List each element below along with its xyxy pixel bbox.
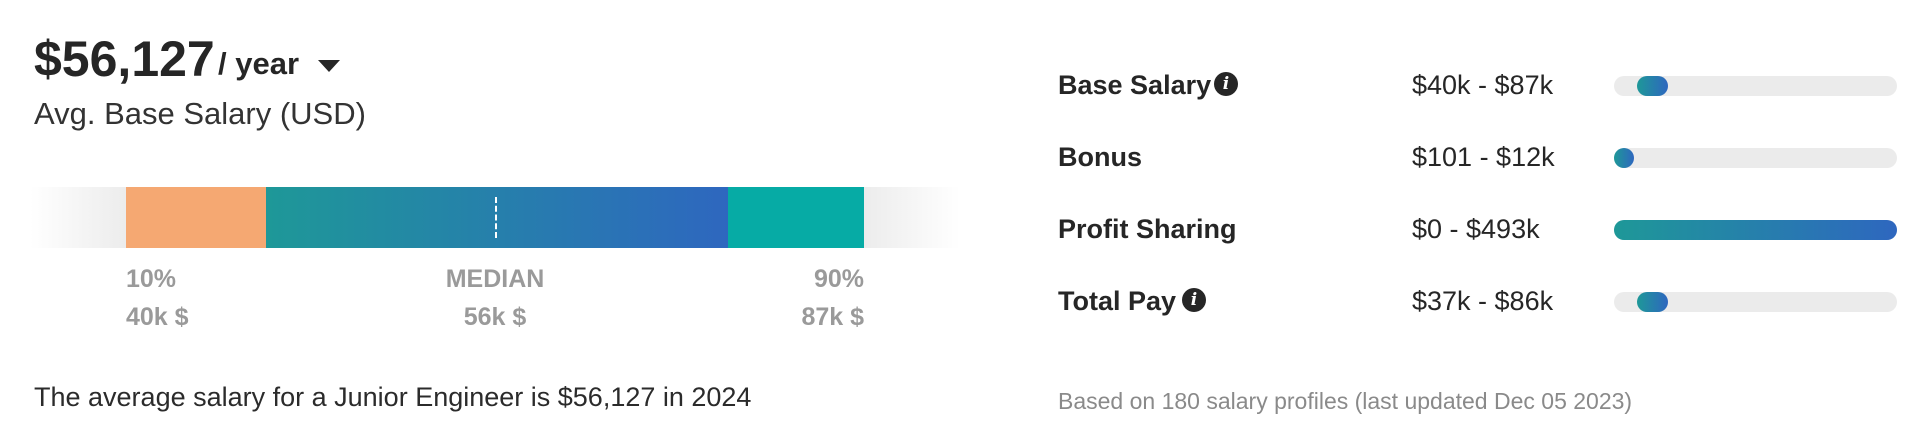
percentile-90-label: 90% bbox=[813, 265, 864, 293]
profit-sharing-range-bar bbox=[1614, 220, 1897, 240]
distribution-fade-left bbox=[30, 187, 126, 248]
profit-sharing-label: Profit Sharing bbox=[1058, 214, 1237, 244]
salary-description: The average salary for a Junior Engineer… bbox=[34, 382, 752, 412]
range-bar-fill bbox=[1636, 76, 1668, 96]
median-marker bbox=[495, 197, 497, 238]
info-icon[interactable]: i bbox=[1182, 288, 1206, 312]
range-bar-fill bbox=[1614, 220, 1897, 240]
median-value: 56k $ bbox=[463, 303, 527, 331]
total-pay-label: Total Pay bbox=[1058, 286, 1177, 316]
chevron-down-icon[interactable] bbox=[318, 60, 340, 72]
total-pay-range-bar bbox=[1614, 292, 1897, 312]
salary-amount: $56,127 bbox=[34, 31, 215, 87]
bonus-range: $101 - $12k bbox=[1412, 142, 1555, 172]
base-salary-range: $40k - $87k bbox=[1412, 70, 1554, 100]
range-bar-fill bbox=[1636, 292, 1668, 312]
range-bar-fill bbox=[1614, 148, 1634, 168]
total-pay-range: $37k - $86k bbox=[1412, 286, 1554, 316]
distribution-segment-high bbox=[728, 187, 864, 248]
distribution-segment-low bbox=[126, 187, 266, 248]
profit-sharing-range: $0 - $493k bbox=[1412, 214, 1540, 244]
salary-subtitle: Avg. Base Salary (USD) bbox=[34, 96, 366, 131]
bonus-label: Bonus bbox=[1058, 142, 1142, 172]
bonus-range-bar bbox=[1614, 148, 1897, 168]
distribution-fade-right bbox=[864, 187, 960, 248]
percentile-90-value: 87k $ bbox=[801, 303, 864, 331]
salary-period-selector[interactable]: / year bbox=[218, 46, 300, 81]
median-label: MEDIAN bbox=[445, 265, 545, 293]
percentile-10-label: 10% bbox=[126, 265, 177, 293]
distribution-segment-mid bbox=[266, 187, 728, 248]
info-icon[interactable]: i bbox=[1214, 72, 1238, 96]
base-salary-range-bar bbox=[1614, 76, 1897, 96]
base-salary-label: Base Salary bbox=[1058, 70, 1212, 100]
percentile-10-value: 40k $ bbox=[126, 303, 189, 331]
salary-distribution-bar bbox=[30, 187, 960, 248]
salary-footnote: Based on 180 salary profiles (last updat… bbox=[1058, 388, 1633, 414]
